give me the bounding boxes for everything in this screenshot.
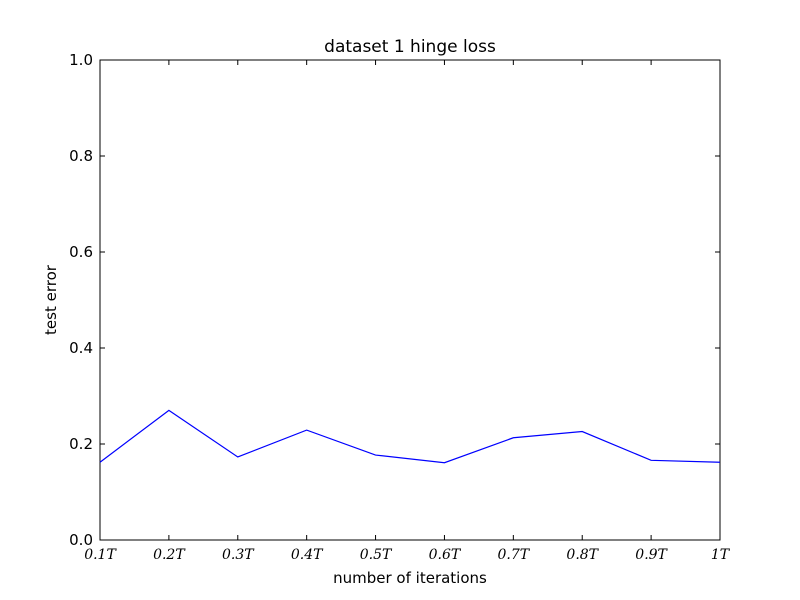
y-axis-label: test error: [42, 264, 60, 335]
x-axis-label: number of iterations: [333, 569, 487, 587]
series-line: [99, 409, 721, 464]
x-tick-label: 0.4T: [291, 547, 324, 563]
plot-area: [99, 59, 721, 541]
y-tick-label: 0.8: [69, 147, 93, 165]
x-tick-label: 1T: [711, 547, 731, 563]
y-tick-label: 0.2: [69, 435, 93, 453]
y-tick-label: 1.0: [69, 51, 93, 69]
y-tick-label: 0.4: [69, 339, 93, 357]
x-axis: 0.1T 0.2T 0.3T 0.4T 0.5T 0.6T 0.7T 0.8T 0.9T 1T: [84, 60, 731, 563]
x-tick-label: 0.2T: [153, 547, 186, 563]
x-tick-label: 0.1T: [84, 547, 117, 563]
x-tick-label: 0.9T: [635, 547, 668, 563]
y-tick-label: 0.6: [69, 243, 93, 261]
y-tick-label: 0.0: [69, 531, 93, 549]
chart-title: dataset 1 hinge loss: [324, 37, 496, 57]
x-tick-label: 0.5T: [360, 547, 393, 563]
x-tick-label: 0.6T: [429, 547, 462, 563]
x-tick-label: 0.3T: [222, 547, 255, 563]
x-tick-label: 0.8T: [566, 547, 599, 563]
y-axis: 0.0 0.2 0.4 0.6 0.8 1.0: [69, 51, 720, 549]
x-tick-label: 0.7T: [498, 547, 531, 563]
